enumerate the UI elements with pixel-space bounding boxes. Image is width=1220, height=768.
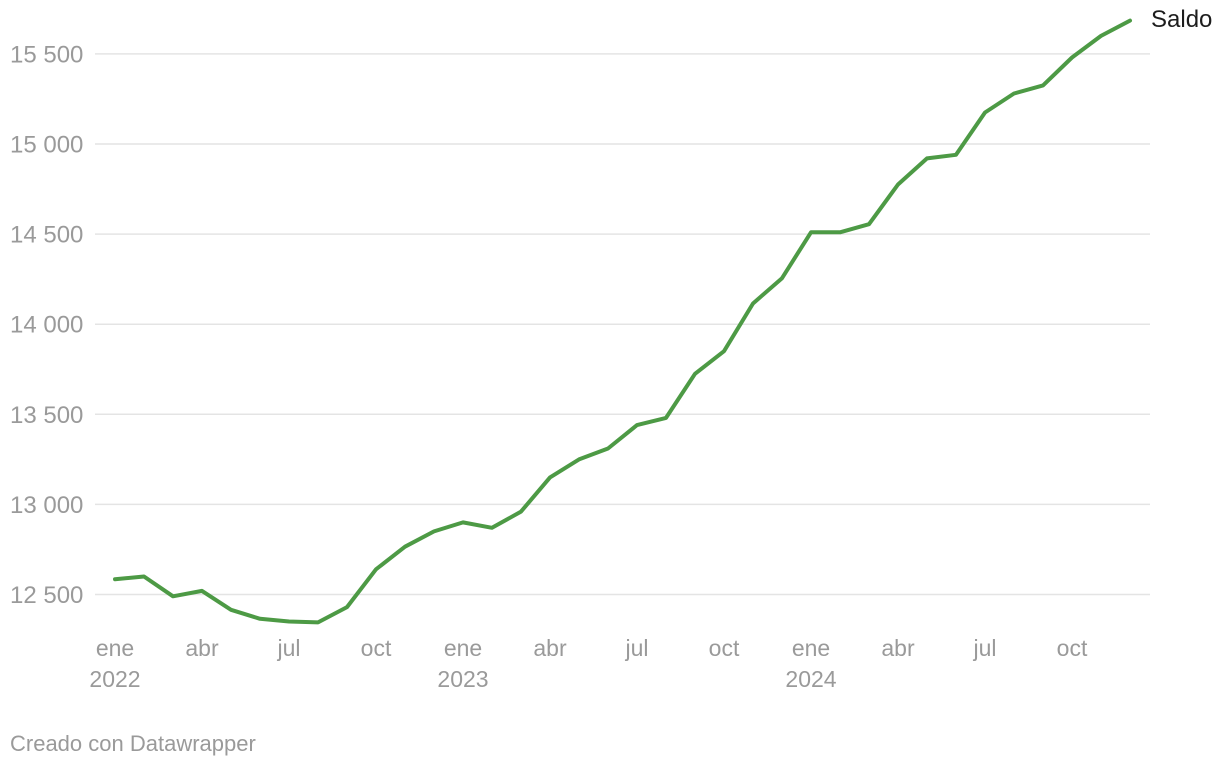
x-tick-label: ene [792,635,830,661]
x-tick-label: abr [881,635,915,661]
x-tick-label: jul [276,635,300,661]
y-tick-label: 13 500 [10,402,83,429]
x-tick-label: abr [185,635,219,661]
x-year-label: 2024 [785,666,836,692]
line-chart: 12 500 13 000 13 500 14 000 14 500 15 000 15 5… [10,18,1150,692]
y-tick-label: 14 500 [10,222,83,249]
x-year-label: 2023 [437,666,488,692]
y-tick-label: 12 500 [10,582,83,609]
y-tick-label: 15 500 [10,41,83,68]
x-tick-label: oct [361,635,392,661]
x-tick-label: ene [96,635,134,661]
y-tick-label: 15 000 [10,132,83,159]
x-tick-label: ene [444,635,482,661]
y-tick-label: 13 000 [10,492,83,519]
x-tick-label: oct [709,635,740,661]
attribution-text: Creado con Datawrapper [10,731,256,756]
x-tick-label: jul [624,635,648,661]
x-year-label: 2022 [89,666,140,692]
x-tick-label: abr [533,635,567,661]
series-line-saldo [113,18,1132,625]
x-tick-label: oct [1057,635,1088,661]
x-tick-label: jul [972,635,996,661]
y-tick-label: 14 000 [10,312,83,339]
series-label: Saldo [1151,6,1213,33]
